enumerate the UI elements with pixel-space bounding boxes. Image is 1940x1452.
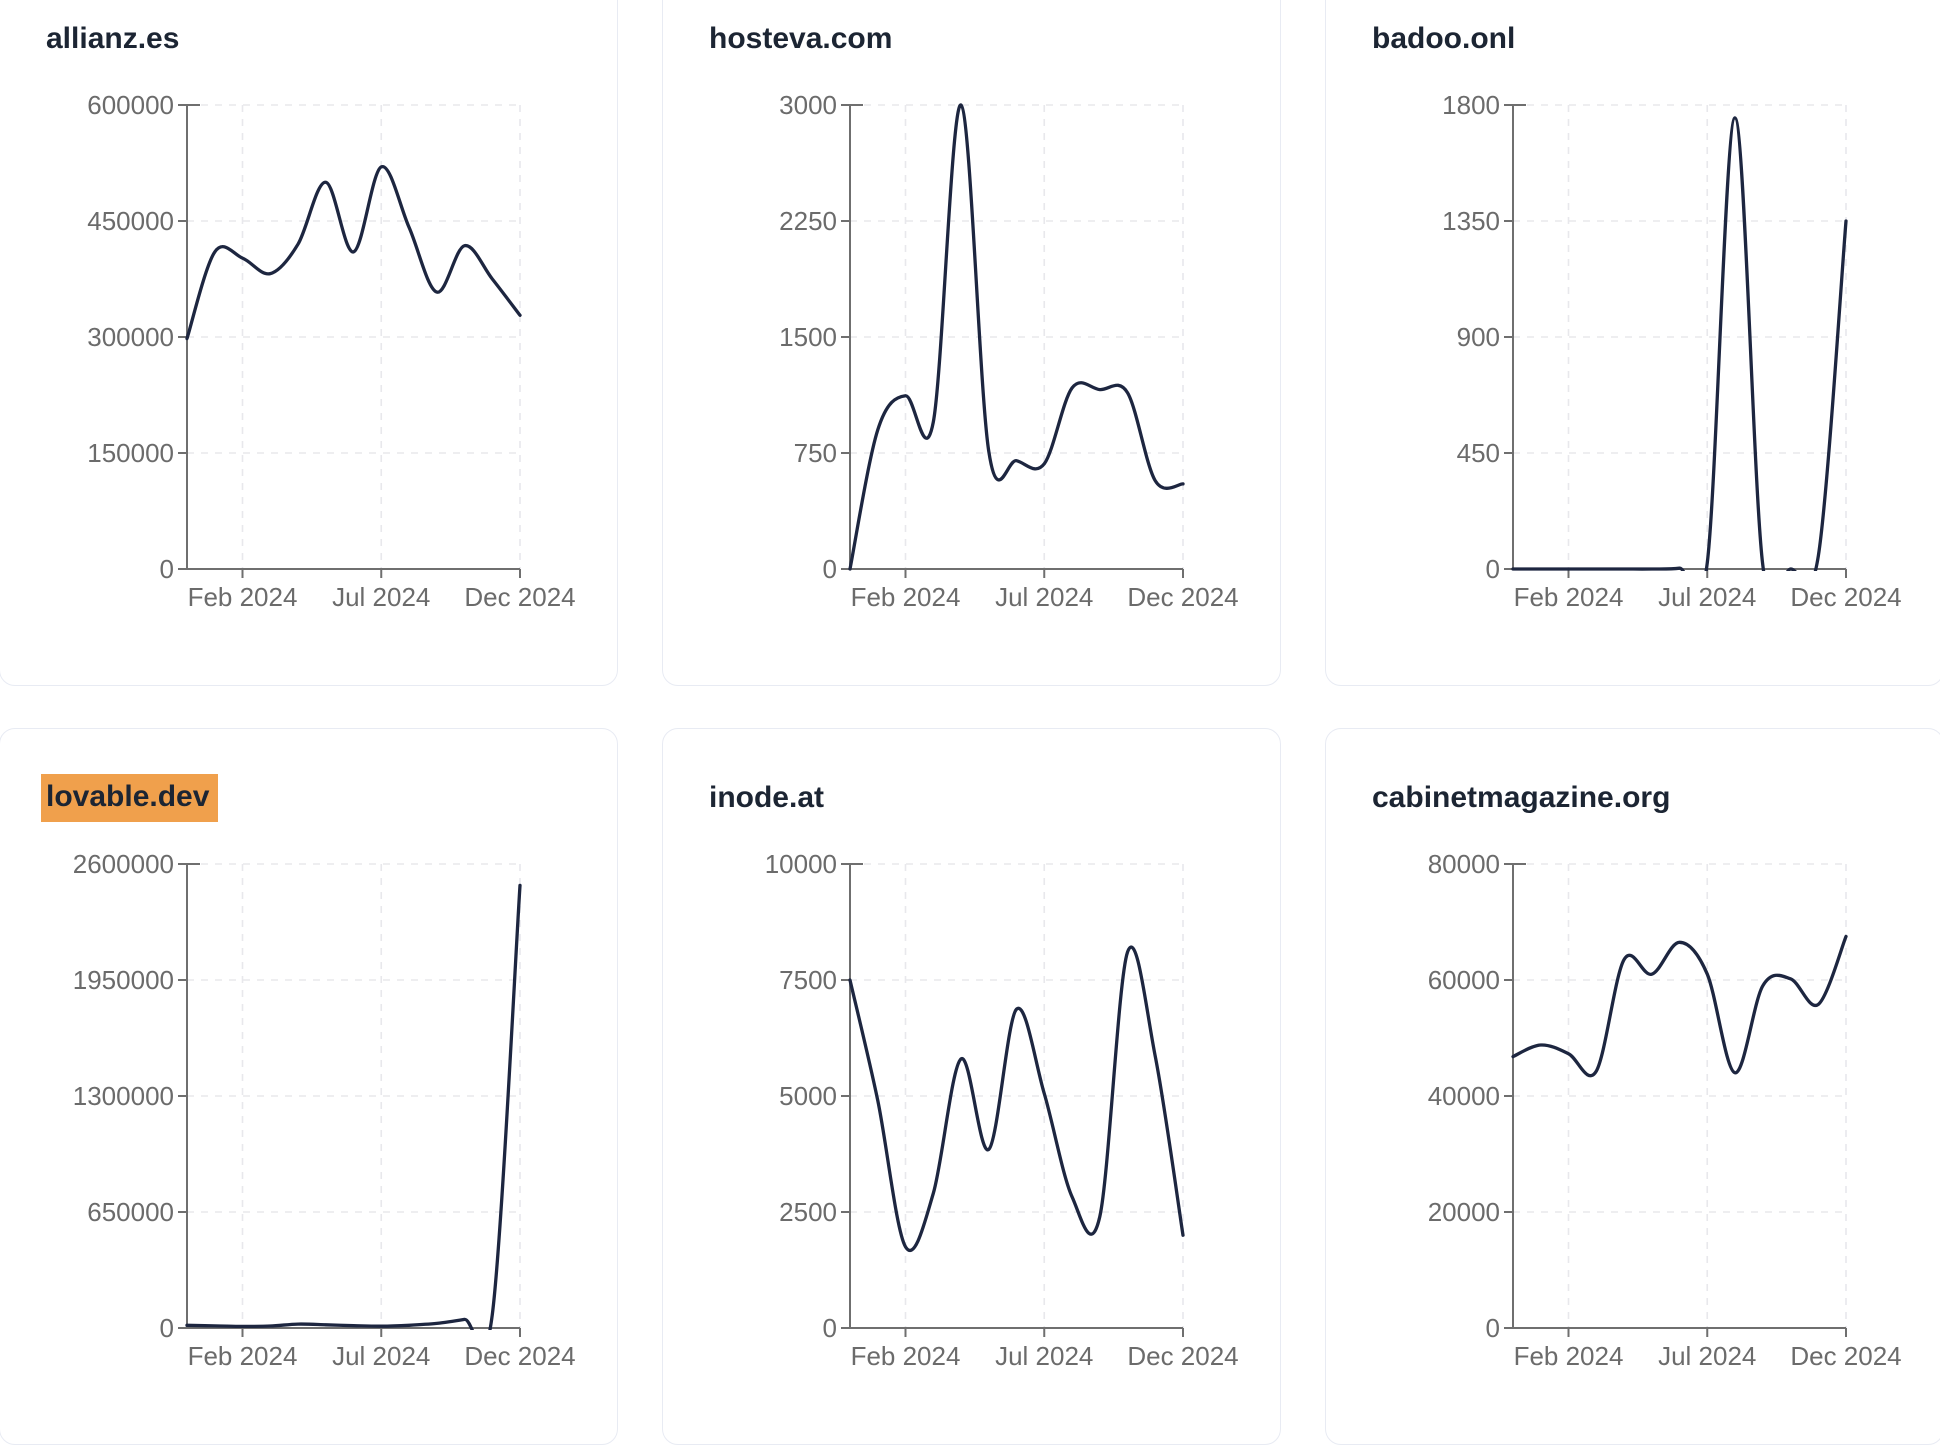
chart-title: allianz.es	[46, 22, 180, 55]
x-axis-tick-label: Jul 2024	[332, 582, 430, 612]
chart-title-highlighted: lovable.dev	[41, 774, 219, 822]
line-chart-canvas[interactable]: 0 150000 300000 450000 600000 Feb 2024 Jul 202…	[0, 0, 619, 687]
series-line	[1511, 934, 1848, 1078]
x-axis-tick-label: Jul 2024	[995, 582, 1093, 612]
y-axis-tick-label: 450	[1457, 438, 1500, 468]
chart-title-row: allianz.es	[46, 19, 179, 59]
y-axis-tick-label: 0	[160, 1313, 174, 1343]
series-line	[185, 883, 522, 1330]
chart-card-inode: inode.at 0 2500 5000 7500 10000 Feb 2024 Jul 2…	[662, 728, 1281, 1445]
y-axis-tick-label: 40000	[1428, 1081, 1500, 1111]
y-axis-tick-label: 60000	[1428, 965, 1500, 995]
chart-title-row: lovable.dev	[41, 774, 219, 822]
x-axis-tick-label: Feb 2024	[1514, 582, 1624, 612]
x-axis-tick-label: Feb 2024	[1514, 1341, 1624, 1371]
y-axis-tick-label: 900	[1457, 322, 1500, 352]
chart-title-row: badoo.onl	[1372, 19, 1515, 59]
y-axis-tick-label: 20000	[1428, 1197, 1500, 1227]
y-axis-tick-label: 1300000	[73, 1081, 174, 1111]
y-axis-tick-label: 150000	[87, 438, 174, 468]
chart-card-allianz: allianz.es 0 150000 300000 450000 600000 Feb …	[0, 0, 618, 686]
x-axis-tick-label: Feb 2024	[188, 582, 298, 612]
y-axis-tick-label: 80000	[1428, 849, 1500, 879]
y-axis-tick-label: 0	[1486, 554, 1500, 584]
x-axis-tick-label: Jul 2024	[332, 1341, 430, 1371]
line-chart-canvas[interactable]: 0 750 1500 2250 3000 Feb 2024 Jul 2024 Dec 2024	[663, 0, 1282, 687]
x-axis-tick-label: Dec 2024	[1790, 1341, 1901, 1371]
y-axis-tick-label: 7500	[779, 965, 837, 995]
y-axis-tick-label: 10000	[765, 849, 837, 879]
chart-card-lovable: lovable.dev 0 650000 1300000 1950000 2600000…	[0, 728, 618, 1445]
y-axis-tick-label: 1350	[1442, 206, 1500, 236]
y-axis-tick-label: 1500	[779, 322, 837, 352]
y-axis-tick-label: 3000	[779, 90, 837, 120]
x-axis-tick-label: Jul 2024	[995, 1341, 1093, 1371]
line-chart-canvas[interactable]: 0 450 900 1350 1800 Feb 2024 Jul 2024 Dec 2024	[1326, 0, 1940, 687]
y-axis-tick-label: 0	[160, 554, 174, 584]
y-axis-tick-label: 0	[823, 554, 837, 584]
line-chart-canvas[interactable]: 0 2500 5000 7500 10000 Feb 2024 Jul 2024 Dec 20…	[663, 729, 1282, 1446]
y-axis-tick-label: 5000	[779, 1081, 837, 1111]
chart-card-badoo: badoo.onl 0 450 900 1350 1800 Feb 2024 Jul 202…	[1325, 0, 1940, 686]
chart-card-cabinetmagazine: cabinetmagazine.org 0 20000 40000 60000 8000…	[1325, 728, 1940, 1445]
chart-title: badoo.onl	[1372, 22, 1516, 55]
chart-title: cabinetmagazine.org	[1372, 781, 1671, 814]
y-axis-tick-label: 600000	[87, 90, 174, 120]
chart-title-row: inode.at	[709, 778, 824, 818]
x-axis-tick-label: Jul 2024	[1658, 582, 1756, 612]
y-axis-tick-label: 650000	[87, 1197, 174, 1227]
x-axis-tick-label: Dec 2024	[464, 582, 575, 612]
chart-title: inode.at	[709, 781, 825, 814]
y-axis-tick-label: 300000	[87, 322, 174, 352]
chart-title-row: cabinetmagazine.org	[1372, 778, 1670, 818]
x-axis-tick-label: Jul 2024	[1658, 1341, 1756, 1371]
x-axis-tick-label: Feb 2024	[851, 1341, 961, 1371]
x-axis-tick-label: Dec 2024	[1127, 1341, 1238, 1371]
chart-title-row: hosteva.com	[709, 19, 892, 59]
series-line	[848, 103, 1185, 571]
chart-card-hosteva: hosteva.com 0 750 1500 2250 3000 Feb 2024 Jul …	[662, 0, 1281, 686]
y-axis-tick-label: 750	[794, 438, 837, 468]
y-axis-tick-label: 2500	[779, 1197, 837, 1227]
y-axis-tick-label: 0	[823, 1313, 837, 1343]
line-chart-canvas[interactable]: 0 650000 1300000 1950000 2600000 Feb 2024 Jul …	[0, 729, 619, 1446]
y-axis-tick-label: 0	[1486, 1313, 1500, 1343]
x-axis-tick-label: Dec 2024	[1790, 582, 1901, 612]
x-axis-tick-label: Feb 2024	[188, 1341, 298, 1371]
y-axis-tick-label: 2250	[779, 206, 837, 236]
y-axis-tick-label: 1800	[1442, 90, 1500, 120]
y-axis-tick-label: 1950000	[73, 965, 174, 995]
y-axis-tick-label: 2600000	[73, 849, 174, 879]
x-axis-tick-label: Dec 2024	[1127, 582, 1238, 612]
x-axis-tick-label: Dec 2024	[464, 1341, 575, 1371]
line-chart-canvas[interactable]: 0 20000 40000 60000 80000 Feb 2024 Jul 2024 Dec…	[1326, 729, 1940, 1446]
series-line	[185, 165, 522, 341]
chart-title: hosteva.com	[709, 22, 893, 55]
x-axis-tick-label: Feb 2024	[851, 582, 961, 612]
series-line	[1511, 116, 1848, 571]
series-line	[848, 945, 1185, 1252]
y-axis-tick-label: 450000	[87, 206, 174, 236]
